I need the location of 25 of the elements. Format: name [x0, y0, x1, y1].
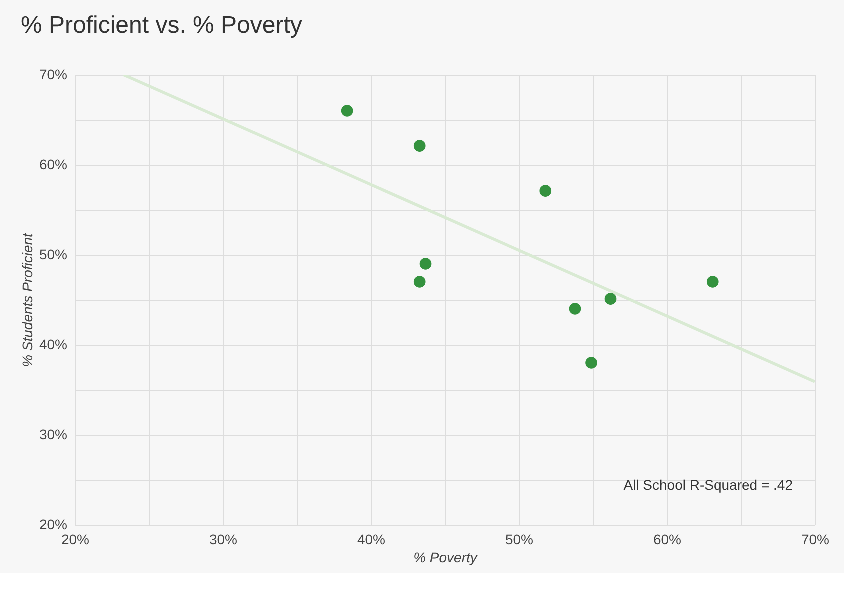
point	[414, 276, 426, 288]
chart-title: % Proficient vs. % Poverty	[20, 12, 302, 39]
y-tick-label: 50%	[39, 246, 68, 262]
x-tick-label: 50%	[505, 532, 534, 548]
y-tick-label: 20%	[39, 516, 68, 532]
x-tick-label: 20%	[61, 532, 90, 548]
point	[586, 357, 598, 369]
annotation: All School R-Squared = .42	[624, 477, 794, 493]
point	[569, 303, 582, 315]
point	[414, 140, 426, 152]
x-tick-label: 60%	[653, 532, 682, 548]
x-axis-title: % Poverty	[414, 550, 478, 566]
point	[420, 258, 432, 270]
y-tick-label: 40%	[39, 336, 68, 352]
x-tick-label: 70%	[801, 532, 830, 548]
y-tick-label: 60%	[39, 156, 68, 172]
point	[540, 185, 552, 198]
point	[341, 105, 354, 117]
point	[604, 293, 617, 306]
point	[706, 276, 719, 288]
x-tick-label: 30%	[209, 532, 238, 548]
y-tick-label: 70%	[39, 66, 68, 82]
x-tick-label: 40%	[357, 532, 386, 548]
y-tick-label: 30%	[39, 426, 68, 442]
y-axis-title: % Students Proficient	[19, 232, 36, 368]
